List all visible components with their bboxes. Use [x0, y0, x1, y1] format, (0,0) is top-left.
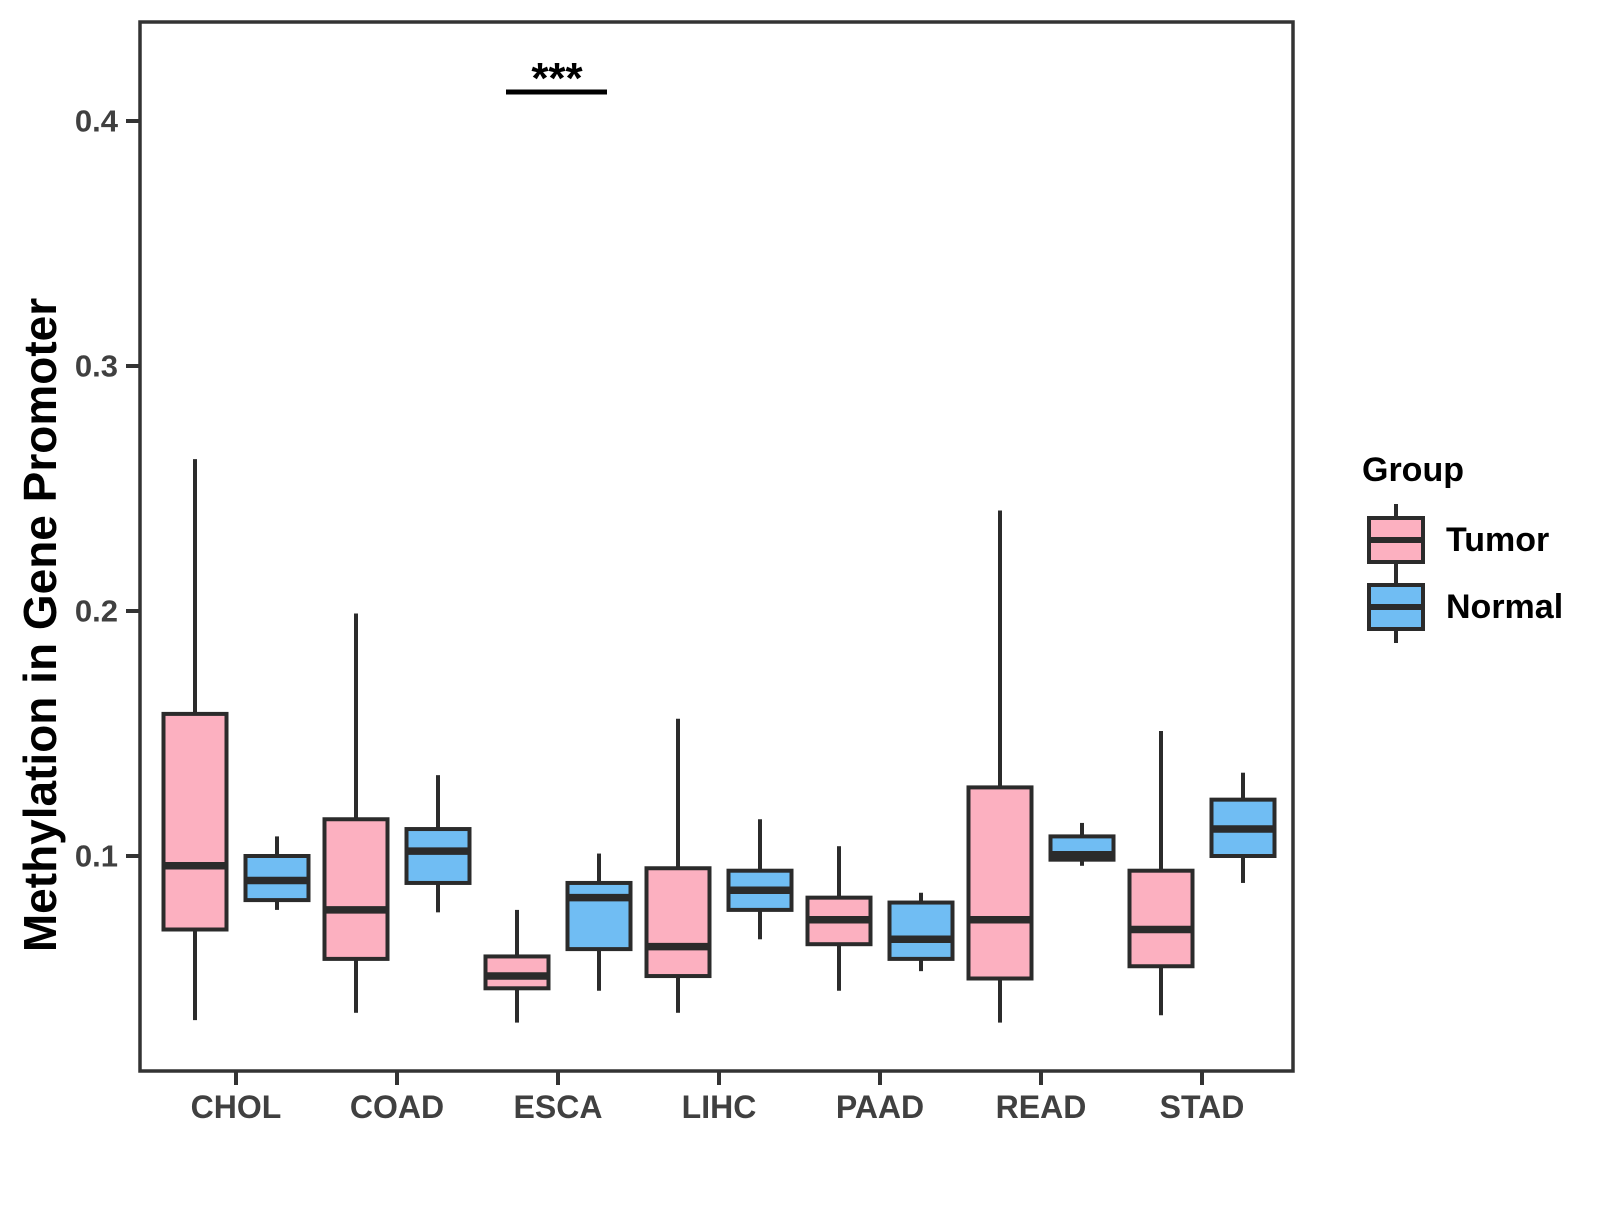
legend-label-normal: Normal: [1446, 588, 1563, 626]
legend: Group Tumor Normal: [1362, 451, 1563, 643]
x-tick-label-paad: PAAD: [836, 1089, 924, 1125]
y-axis-title: Methylation in Gene Promoter: [14, 298, 66, 952]
y-tick-label: 0.4: [75, 104, 119, 139]
x-tick-label-esca: ESCA: [514, 1089, 603, 1125]
panel-border: [138, 20, 1295, 1073]
significance-label: ***: [531, 54, 583, 103]
y-tick-label: 0.1: [75, 839, 118, 874]
plot-panel: [138, 20, 1295, 1073]
x-tick-label-lihc: LIHC: [682, 1089, 757, 1125]
box-paad-normal: [887, 900, 955, 961]
box-coad-normal: [404, 827, 472, 885]
x-tick-label-stad: STAD: [1160, 1089, 1245, 1125]
y-tick-label: 0.2: [75, 594, 118, 629]
box-esca-normal: [565, 880, 633, 952]
axes-layer: 0.1 0.2 0.3 0.4 CHOL COAD ESCA LIHC PAAD READ STA…: [14, 104, 1244, 1126]
legend-title: Group: [1362, 451, 1464, 489]
legend-label-tumor: Tumor: [1446, 521, 1549, 559]
x-tick-label-chol: CHOL: [191, 1089, 282, 1125]
x-axis-ticks: CHOL COAD ESCA LIHC PAAD READ STAD: [191, 1071, 1245, 1125]
box-lihc-tumor: [644, 866, 712, 979]
boxes-layer: [161, 711, 1277, 991]
box-coad-tumor: [322, 817, 390, 961]
x-tick-label-read: READ: [996, 1089, 1087, 1125]
box-chol-tumor: [161, 711, 229, 932]
legend-key-normal-boxplot-icon: [1367, 571, 1425, 643]
y-tick-label: 0.3: [75, 349, 118, 384]
y-axis-ticks: 0.1 0.2 0.3 0.4: [75, 104, 140, 874]
x-tick-label-coad: COAD: [350, 1089, 444, 1125]
significance-annotation: ***: [506, 54, 607, 103]
box-stad-tumor: [1127, 868, 1195, 969]
box-read-tumor: [966, 785, 1034, 981]
legend-key-tumor-boxplot-icon: [1367, 504, 1425, 576]
